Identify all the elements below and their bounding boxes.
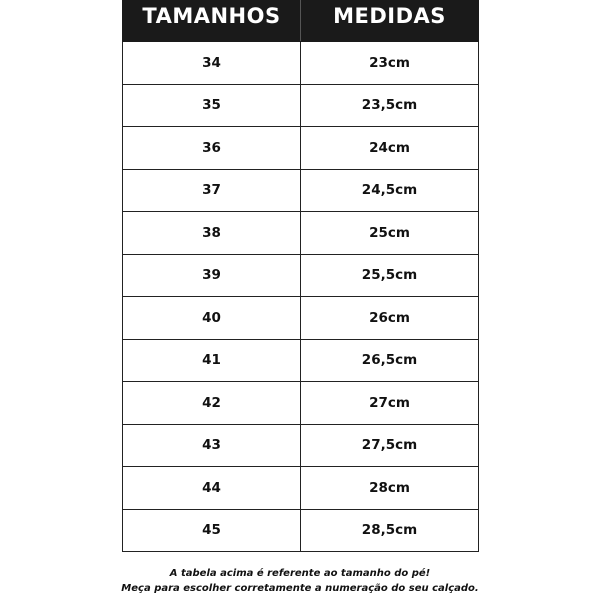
size-cell: 35: [122, 83, 301, 127]
size-table: TAMANHOS MEDIDAS 34 23cm 35 23,5cm 36 24cm 37 2…: [122, 0, 479, 552]
table-row: 43 27,5cm: [122, 423, 479, 467]
measure-cell: 23cm: [300, 41, 479, 85]
header-tamanhos: TAMANHOS: [122, 0, 301, 42]
size-cell: 36: [122, 126, 301, 170]
size-cell: 42: [122, 381, 301, 425]
table-row: 42 27cm: [122, 381, 479, 425]
table-row: 44 28cm: [122, 466, 479, 510]
measure-cell: 25,5cm: [300, 253, 479, 297]
table-row: 36 24cm: [122, 126, 479, 170]
table-row: 38 25cm: [122, 211, 479, 255]
measure-cell: 27cm: [300, 381, 479, 425]
header-medidas: MEDIDAS: [300, 0, 479, 42]
size-cell: 38: [122, 211, 301, 255]
table-row: 35 23,5cm: [122, 83, 479, 127]
table-row: 39 25,5cm: [122, 253, 479, 297]
size-cell: 37: [122, 168, 301, 212]
table-body: 34 23cm 35 23,5cm 36 24cm 37 24,5cm 38 25cm 39 25,5…: [122, 41, 479, 552]
measure-cell: 26,5cm: [300, 338, 479, 382]
note-line-2: Meça para escolher corretamente a numera…: [121, 583, 479, 594]
note-line-1: A tabela acima é referente ao tamanho do…: [169, 568, 431, 579]
measure-cell: 28cm: [300, 466, 479, 510]
measure-cell: 24cm: [300, 126, 479, 170]
measure-cell: 27,5cm: [300, 423, 479, 467]
table-header-row: TAMANHOS MEDIDAS: [122, 0, 479, 42]
table-row: 45 28,5cm: [122, 508, 479, 552]
size-cell: 40: [122, 296, 301, 340]
table-row: 40 26cm: [122, 296, 479, 340]
measure-cell: 28,5cm: [300, 508, 479, 552]
measure-cell: 26cm: [300, 296, 479, 340]
size-cell: 45: [122, 508, 301, 552]
table-row: 41 26,5cm: [122, 338, 479, 382]
table-row: 37 24,5cm: [122, 168, 479, 212]
size-cell: 41: [122, 338, 301, 382]
size-cell: 34: [122, 41, 301, 85]
size-cell: 44: [122, 466, 301, 510]
measure-cell: 23,5cm: [300, 83, 479, 127]
size-cell: 39: [122, 253, 301, 297]
table-row: 34 23cm: [122, 41, 479, 85]
measure-cell: 25cm: [300, 211, 479, 255]
size-cell: 43: [122, 423, 301, 467]
measure-cell: 24,5cm: [300, 168, 479, 212]
